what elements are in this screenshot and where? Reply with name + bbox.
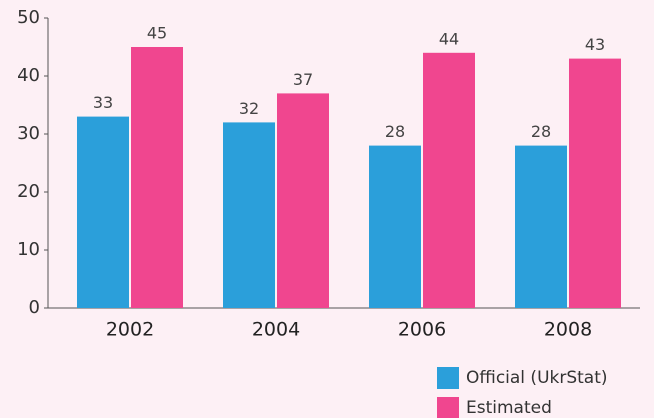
bar <box>569 58 621 308</box>
bar <box>77 116 129 308</box>
y-tick-label: 0 <box>29 297 40 318</box>
x-tick-label: 2008 <box>544 319 592 341</box>
y-tick-label: 20 <box>17 181 40 202</box>
value-label: 44 <box>439 29 459 48</box>
bar <box>131 47 183 308</box>
y-tick-label: 10 <box>17 239 40 260</box>
legend-swatch <box>437 367 459 389</box>
bar <box>515 145 567 308</box>
x-tick-label: 2006 <box>398 319 446 341</box>
value-label: 43 <box>585 35 605 54</box>
value-label: 33 <box>93 93 113 112</box>
bar <box>423 52 475 308</box>
x-tick-label: 2004 <box>252 319 300 341</box>
y-tick-label: 50 <box>17 7 40 28</box>
value-label: 28 <box>531 122 551 141</box>
legend-swatch <box>437 397 459 418</box>
x-tick-label: 2002 <box>106 319 154 341</box>
y-tick-label: 30 <box>17 123 40 144</box>
value-label: 28 <box>385 122 405 141</box>
value-label: 37 <box>293 70 313 89</box>
bar <box>223 122 275 309</box>
legend-label: Official (UkrStat) <box>466 368 608 388</box>
bar <box>369 145 421 308</box>
value-label: 45 <box>147 24 167 43</box>
y-tick-label: 40 <box>17 65 40 86</box>
bar <box>277 93 329 309</box>
legend-label: Estimated <box>466 398 552 418</box>
value-label: 32 <box>239 99 259 118</box>
